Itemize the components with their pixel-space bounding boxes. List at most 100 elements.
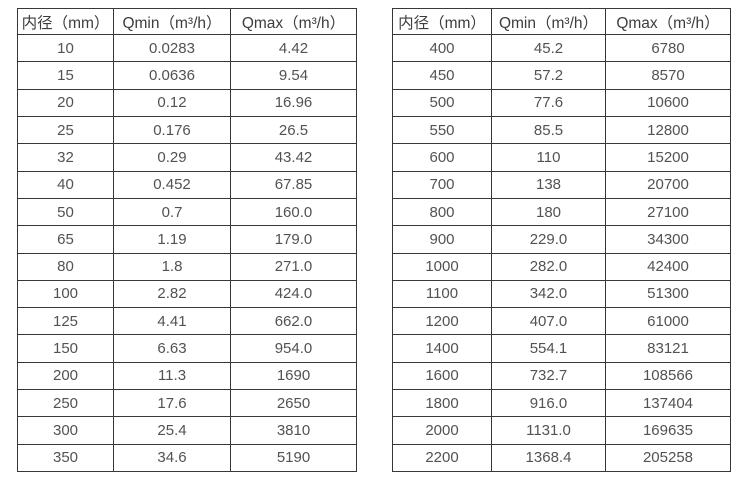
- cell-qmax: 15200: [605, 143, 731, 172]
- table-row: 350 34.6 5190: [17, 443, 357, 473]
- table-row: 250 17.6 2650: [17, 389, 357, 418]
- table-row: 200 11.3 1690: [17, 361, 357, 391]
- cell-qmin: 4.41: [113, 307, 231, 336]
- table-row: 10 0.0283 4.42: [17, 33, 357, 63]
- col-header-qmax: Qmax（m³/h）: [605, 8, 731, 35]
- col-header-qmin: Qmin（m³/h）: [113, 8, 231, 35]
- cell-qmax: 26.5: [230, 115, 357, 145]
- cell-qmin: 1368.4: [491, 443, 606, 473]
- cell-qmax: 179.0: [230, 225, 357, 254]
- cell-qmin: 229.0: [491, 225, 606, 254]
- table-row: 1400 554.1 83121: [392, 334, 731, 363]
- cell-qmax: 34300: [605, 225, 731, 254]
- table-row: 400 45.2 6780: [392, 33, 731, 63]
- cell-qmin: 732.7: [491, 361, 606, 391]
- col-header-qmin: Qmin（m³/h）: [491, 8, 606, 35]
- cell-diameter: 1600: [392, 361, 492, 391]
- cell-diameter: 800: [392, 197, 492, 227]
- cell-qmax: 205258: [605, 443, 731, 473]
- cell-diameter: 20: [17, 88, 114, 117]
- table-row: 65 1.19 179.0: [17, 225, 357, 254]
- cell-qmax: 8570: [605, 61, 731, 90]
- cell-qmin: 85.5: [491, 115, 606, 145]
- cell-diameter: 65: [17, 225, 114, 254]
- table-row: 20 0.12 16.96: [17, 88, 357, 117]
- cell-diameter: 100: [17, 279, 114, 309]
- cell-diameter: 1000: [392, 252, 492, 281]
- cell-diameter: 150: [17, 334, 114, 363]
- table-row: 1000 282.0 42400: [392, 252, 731, 281]
- cell-diameter: 250: [17, 389, 114, 418]
- flow-rate-table-large-diameter: 内径（mm） Qmin（m³/h） Qmax（m³/h） 400 45.2 6780…: [392, 8, 731, 473]
- cell-qmin: 180: [491, 197, 606, 227]
- cell-diameter: 400: [392, 33, 492, 63]
- cell-qmin: 0.0283: [113, 33, 231, 63]
- cell-diameter: 25: [17, 115, 114, 145]
- cell-qmin: 0.176: [113, 115, 231, 145]
- cell-qmax: 5190: [230, 443, 357, 473]
- cell-diameter: 15: [17, 61, 114, 90]
- table-row: 15 0.0636 9.54: [17, 61, 357, 90]
- table-row: 700 138 20700: [392, 170, 731, 199]
- table-row: 150 6.63 954.0: [17, 334, 357, 363]
- cell-qmin: 6.63: [113, 334, 231, 363]
- cell-qmin: 45.2: [491, 33, 606, 63]
- cell-qmin: 1.19: [113, 225, 231, 254]
- cell-qmin: 0.7: [113, 197, 231, 227]
- table-row: 32 0.29 43.42: [17, 143, 357, 172]
- cell-qmax: 1690: [230, 361, 357, 391]
- table-row: 80 1.8 271.0: [17, 252, 357, 281]
- cell-qmax: 42400: [605, 252, 731, 281]
- table-row: 1800 916.0 137404: [392, 389, 731, 418]
- table-row: 900 229.0 34300: [392, 225, 731, 254]
- cell-qmax: 16.96: [230, 88, 357, 117]
- table-row: 2200 1368.4 205258: [392, 443, 731, 473]
- cell-qmax: 27100: [605, 197, 731, 227]
- cell-diameter: 1400: [392, 334, 492, 363]
- cell-qmin: 282.0: [491, 252, 606, 281]
- cell-qmax: 83121: [605, 334, 731, 363]
- table-row: 50 0.7 160.0: [17, 197, 357, 227]
- cell-qmin: 342.0: [491, 279, 606, 309]
- cell-qmax: 10600: [605, 88, 731, 117]
- cell-qmin: 25.4: [113, 416, 231, 445]
- cell-qmax: 662.0: [230, 307, 357, 336]
- cell-diameter: 550: [392, 115, 492, 145]
- cell-diameter: 200: [17, 361, 114, 391]
- cell-qmin: 1131.0: [491, 416, 606, 445]
- cell-diameter: 900: [392, 225, 492, 254]
- cell-diameter: 600: [392, 143, 492, 172]
- table-row: 300 25.4 3810: [17, 416, 357, 445]
- cell-diameter: 450: [392, 61, 492, 90]
- table-row: 25 0.176 26.5: [17, 115, 357, 145]
- cell-diameter: 80: [17, 252, 114, 281]
- cell-diameter: 125: [17, 307, 114, 336]
- cell-qmax: 12800: [605, 115, 731, 145]
- cell-diameter: 300: [17, 416, 114, 445]
- cell-qmin: 407.0: [491, 307, 606, 336]
- cell-qmin: 110: [491, 143, 606, 172]
- table-row: 1100 342.0 51300: [392, 279, 731, 309]
- cell-qmax: 954.0: [230, 334, 357, 363]
- cell-qmin: 77.6: [491, 88, 606, 117]
- cell-qmin: 0.29: [113, 143, 231, 172]
- table-row: 1200 407.0 61000: [392, 307, 731, 336]
- cell-qmin: 916.0: [491, 389, 606, 418]
- cell-diameter: 2200: [392, 443, 492, 473]
- cell-qmax: 160.0: [230, 197, 357, 227]
- cell-qmin: 554.1: [491, 334, 606, 363]
- cell-qmin: 0.452: [113, 170, 231, 199]
- cell-diameter: 500: [392, 88, 492, 117]
- cell-qmax: 61000: [605, 307, 731, 336]
- table-row: 125 4.41 662.0: [17, 307, 357, 336]
- cell-diameter: 1100: [392, 279, 492, 309]
- table-row: 1600 732.7 108566: [392, 361, 731, 391]
- header-row: 内径（mm） Qmin（m³/h） Qmax（m³/h）: [17, 8, 357, 35]
- cell-qmax: 67.85: [230, 170, 357, 199]
- cell-qmax: 9.54: [230, 61, 357, 90]
- col-header-diameter: 内径（mm）: [17, 8, 114, 35]
- cell-diameter: 1800: [392, 389, 492, 418]
- cell-diameter: 32: [17, 143, 114, 172]
- cell-diameter: 350: [17, 443, 114, 473]
